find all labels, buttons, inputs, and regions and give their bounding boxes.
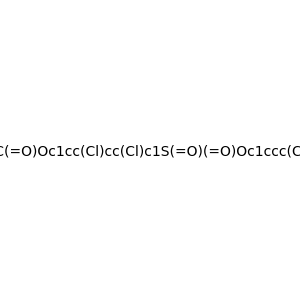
Text: CCCC(=O)Oc1cc(Cl)cc(Cl)c1S(=O)(=O)Oc1ccc(CC)cc1: CCCC(=O)Oc1cc(Cl)cc(Cl)c1S(=O)(=O)Oc1ccc…	[0, 145, 300, 158]
